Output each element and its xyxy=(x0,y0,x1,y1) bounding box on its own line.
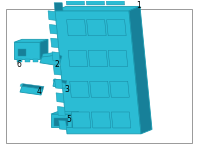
Polygon shape xyxy=(55,11,141,134)
Polygon shape xyxy=(59,120,67,130)
Polygon shape xyxy=(51,112,78,114)
Polygon shape xyxy=(111,112,131,128)
Polygon shape xyxy=(72,112,78,127)
Polygon shape xyxy=(53,66,61,75)
Polygon shape xyxy=(65,0,85,5)
Text: 3: 3 xyxy=(65,85,69,94)
Polygon shape xyxy=(91,112,111,128)
Text: 2: 2 xyxy=(55,60,59,69)
Polygon shape xyxy=(52,52,60,61)
Polygon shape xyxy=(25,59,30,62)
Polygon shape xyxy=(90,81,109,97)
Polygon shape xyxy=(54,79,67,83)
Polygon shape xyxy=(55,6,140,11)
Text: 6: 6 xyxy=(17,60,21,69)
Polygon shape xyxy=(54,118,68,126)
Polygon shape xyxy=(67,20,86,36)
Polygon shape xyxy=(53,79,55,81)
Polygon shape xyxy=(71,112,91,128)
Text: 5: 5 xyxy=(67,115,71,124)
Polygon shape xyxy=(54,3,63,11)
Polygon shape xyxy=(22,84,44,89)
Polygon shape xyxy=(108,50,128,66)
Polygon shape xyxy=(53,81,66,88)
Polygon shape xyxy=(87,20,106,36)
Polygon shape xyxy=(14,42,40,59)
Polygon shape xyxy=(57,107,65,116)
Polygon shape xyxy=(17,59,22,62)
Polygon shape xyxy=(42,52,54,57)
Text: 4: 4 xyxy=(37,87,41,96)
Polygon shape xyxy=(33,59,38,62)
Polygon shape xyxy=(40,55,61,66)
Polygon shape xyxy=(105,0,125,5)
Polygon shape xyxy=(110,81,129,97)
Polygon shape xyxy=(51,38,59,48)
Polygon shape xyxy=(70,81,89,97)
Polygon shape xyxy=(53,52,62,59)
Polygon shape xyxy=(85,0,105,5)
Polygon shape xyxy=(55,79,63,89)
Polygon shape xyxy=(49,25,57,34)
Polygon shape xyxy=(20,84,23,86)
Polygon shape xyxy=(107,20,126,36)
Polygon shape xyxy=(18,49,26,56)
Polygon shape xyxy=(56,93,64,102)
Text: 1: 1 xyxy=(137,1,141,10)
Polygon shape xyxy=(40,39,48,59)
Polygon shape xyxy=(20,86,43,95)
Polygon shape xyxy=(88,50,108,66)
Polygon shape xyxy=(48,11,56,20)
Polygon shape xyxy=(129,6,152,134)
Polygon shape xyxy=(51,114,72,127)
Polygon shape xyxy=(14,39,48,42)
Polygon shape xyxy=(68,50,88,66)
